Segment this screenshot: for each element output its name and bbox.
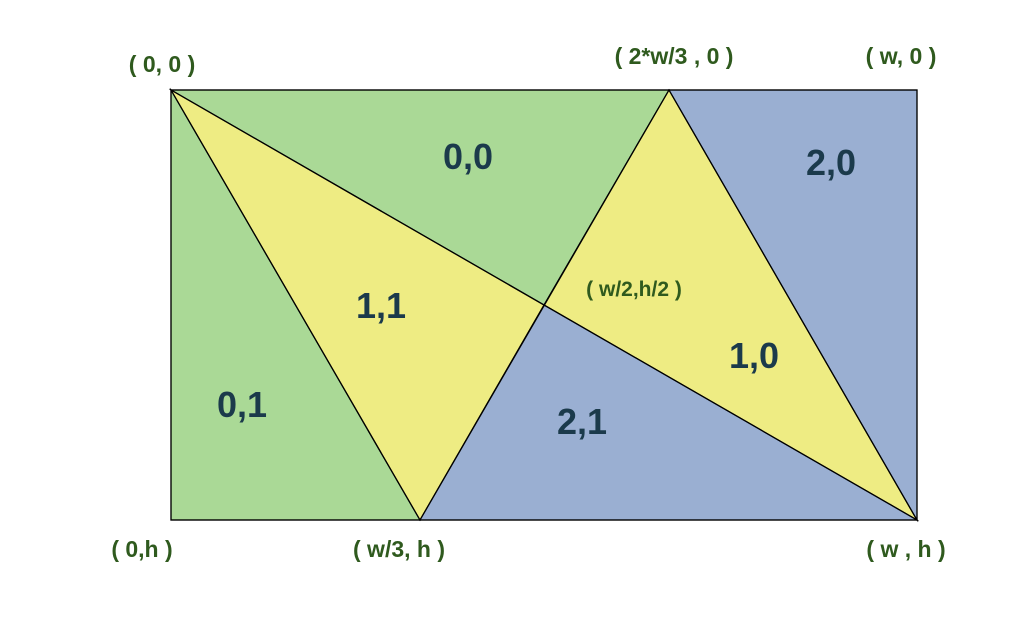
vertex-label-center: ( w/2,h/2 ) — [586, 278, 682, 301]
region-label-2-0: 2,0 — [806, 142, 856, 183]
right-edge — [668, 89, 918, 521]
middle-edge — [419, 89, 670, 521]
bounding-rectangle — [170, 89, 918, 521]
vertex-label-bottom-right: ( w , h ) — [866, 536, 945, 562]
region-label-0-0: 0,0 — [443, 136, 493, 177]
vertex-label-top-left: ( 0, 0 ) — [129, 51, 195, 77]
vertex-label-bottom-left: ( 0,h ) — [111, 536, 172, 562]
region-label-2-1: 2,1 — [557, 401, 607, 442]
vertex-label-top-two-thirds: ( 2*w/3 , 0 ) — [615, 43, 734, 69]
region-label-0-1: 0,1 — [217, 384, 267, 425]
region-label-1-0: 1,0 — [729, 335, 779, 376]
triangle-edges — [170, 89, 918, 521]
vertex-label-bottom-third: ( w/3, h ) — [353, 536, 445, 562]
region-label-1-1: 1,1 — [356, 285, 406, 326]
vertex-label-top-right: ( w, 0 ) — [866, 43, 937, 69]
left-edge — [170, 89, 421, 521]
